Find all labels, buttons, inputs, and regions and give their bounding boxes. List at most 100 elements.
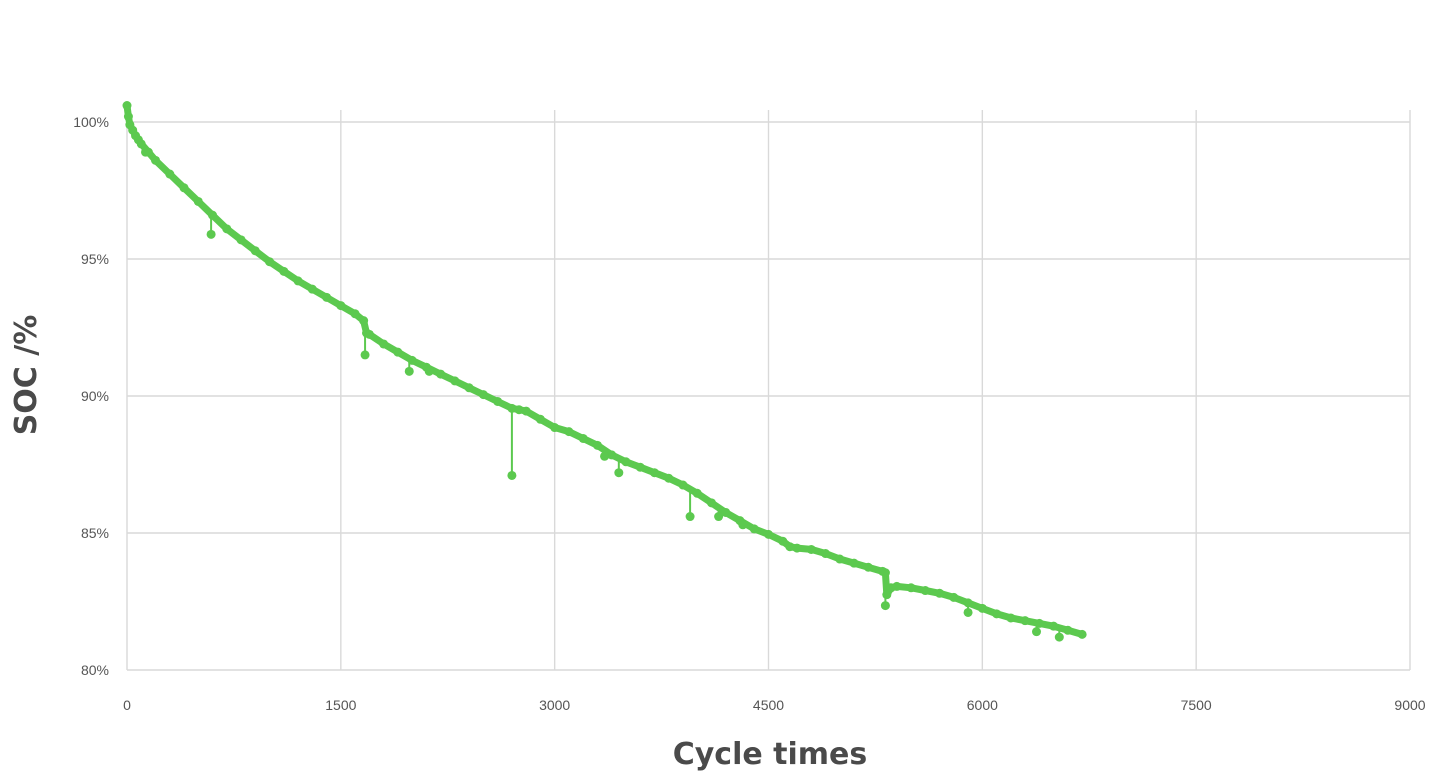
data-point-14 [236,235,246,245]
data-point-67 [892,581,902,591]
data-point-40 [564,427,574,437]
data-point-27 [393,347,403,357]
data-point-12 [208,210,218,220]
data-point-33 [478,390,488,400]
data-point-20 [322,292,332,302]
outlier-point-9 [738,520,748,530]
data-point-1 [123,112,133,122]
data-point-10 [179,183,189,193]
data-point-23 [359,316,369,326]
data-point-9 [165,169,175,179]
outlier-point-3 [424,366,434,376]
outlier-point-10 [880,601,890,611]
data-point-11 [193,196,203,206]
y-tick-label-2: 90% [81,388,109,404]
data-point-73 [977,603,987,613]
data-point-55 [778,536,788,546]
data-point-60 [835,554,845,564]
data-point-39 [550,423,560,433]
outlier-point-13 [1054,632,1064,642]
outlier-point-4 [206,229,216,239]
data-point-22 [350,309,360,319]
outlier-point-12 [1032,627,1042,637]
data-point-80 [1077,629,1087,639]
data-point-45 [635,462,645,472]
data-point-8 [151,155,161,165]
data-point-62 [863,562,873,572]
data-point-75 [1006,613,1016,623]
y-axis-title: SOC /% [9,315,44,436]
data-point-69 [920,586,930,596]
data-point-46 [649,468,659,478]
data-point-43 [607,450,617,460]
data-point-18 [293,276,303,286]
data-point-56 [785,542,795,552]
outlier-point-11 [963,607,973,617]
outlier-point-6 [600,451,610,461]
y-tick-label-3: 95% [81,251,109,267]
series-line [123,102,1086,638]
data-point-44 [621,457,631,467]
y-tick-label-1: 85% [81,525,109,541]
data-point-79 [1063,625,1073,635]
data-point-68 [906,583,916,593]
data-point-74 [992,609,1002,619]
x-axis-title: Cycle times [673,737,868,772]
data-point-59 [821,549,831,559]
data-point-51 [721,507,731,517]
data-point-38 [535,414,545,424]
x-tick-label-4: 6000 [967,697,998,713]
x-tick-label-1: 1500 [325,697,356,713]
data-point-17 [279,266,289,276]
data-point-47 [664,473,674,483]
y-tick-labels: 80% 85% 90% 95% 100% [73,114,109,678]
outlier-point-2 [404,366,414,376]
data-point-49 [692,488,702,498]
data-point-70 [935,588,945,598]
data-point-71 [949,592,959,602]
data-point-41 [578,433,588,443]
y-tick-label-4: 100% [73,114,109,130]
data-point-48 [678,480,688,490]
x-tick-label-0: 0 [123,697,131,713]
data-point-61 [849,558,859,568]
data-point-54 [764,529,773,539]
data-point-42 [592,440,602,450]
outlier-point-5 [614,468,624,478]
data-point-6 [136,139,146,149]
x-tick-labels: 0 1500 3000 4500 6000 7500 9000 [123,697,1426,713]
series-points-group [122,101,1087,642]
data-point-19 [307,284,317,294]
data-point-50 [706,498,716,508]
data-point-37 [521,406,531,416]
data-point-13 [222,224,232,234]
outlier-point-7 [685,512,695,522]
data-point-25 [364,329,374,339]
x-tick-label-5: 7500 [1181,697,1212,713]
series-line-group [123,102,1086,638]
data-point-0 [122,101,132,111]
data-point-36 [514,405,524,415]
data-point-26 [379,339,389,349]
data-point-34 [493,396,503,406]
outlier-point-0 [507,470,517,480]
outlier-point-8 [714,512,724,522]
x-tick-label-2: 3000 [539,697,570,713]
outlier-point-1 [360,350,370,360]
y-tick-label-0: 80% [81,662,109,678]
data-point-57 [792,543,802,553]
data-point-16 [265,257,275,267]
data-point-15 [250,246,260,256]
data-point-31 [450,376,460,386]
data-point-76 [1020,616,1030,626]
x-tick-label-6: 9000 [1394,697,1425,713]
data-point-21 [336,301,346,311]
grid-lines [126,110,1411,671]
data-point-58 [806,544,816,554]
data-point-32 [464,383,474,393]
data-point-53 [749,524,759,534]
data-point-78 [1049,621,1059,631]
outlier-point-14 [141,147,151,157]
x-tick-label-3: 4500 [753,697,784,713]
